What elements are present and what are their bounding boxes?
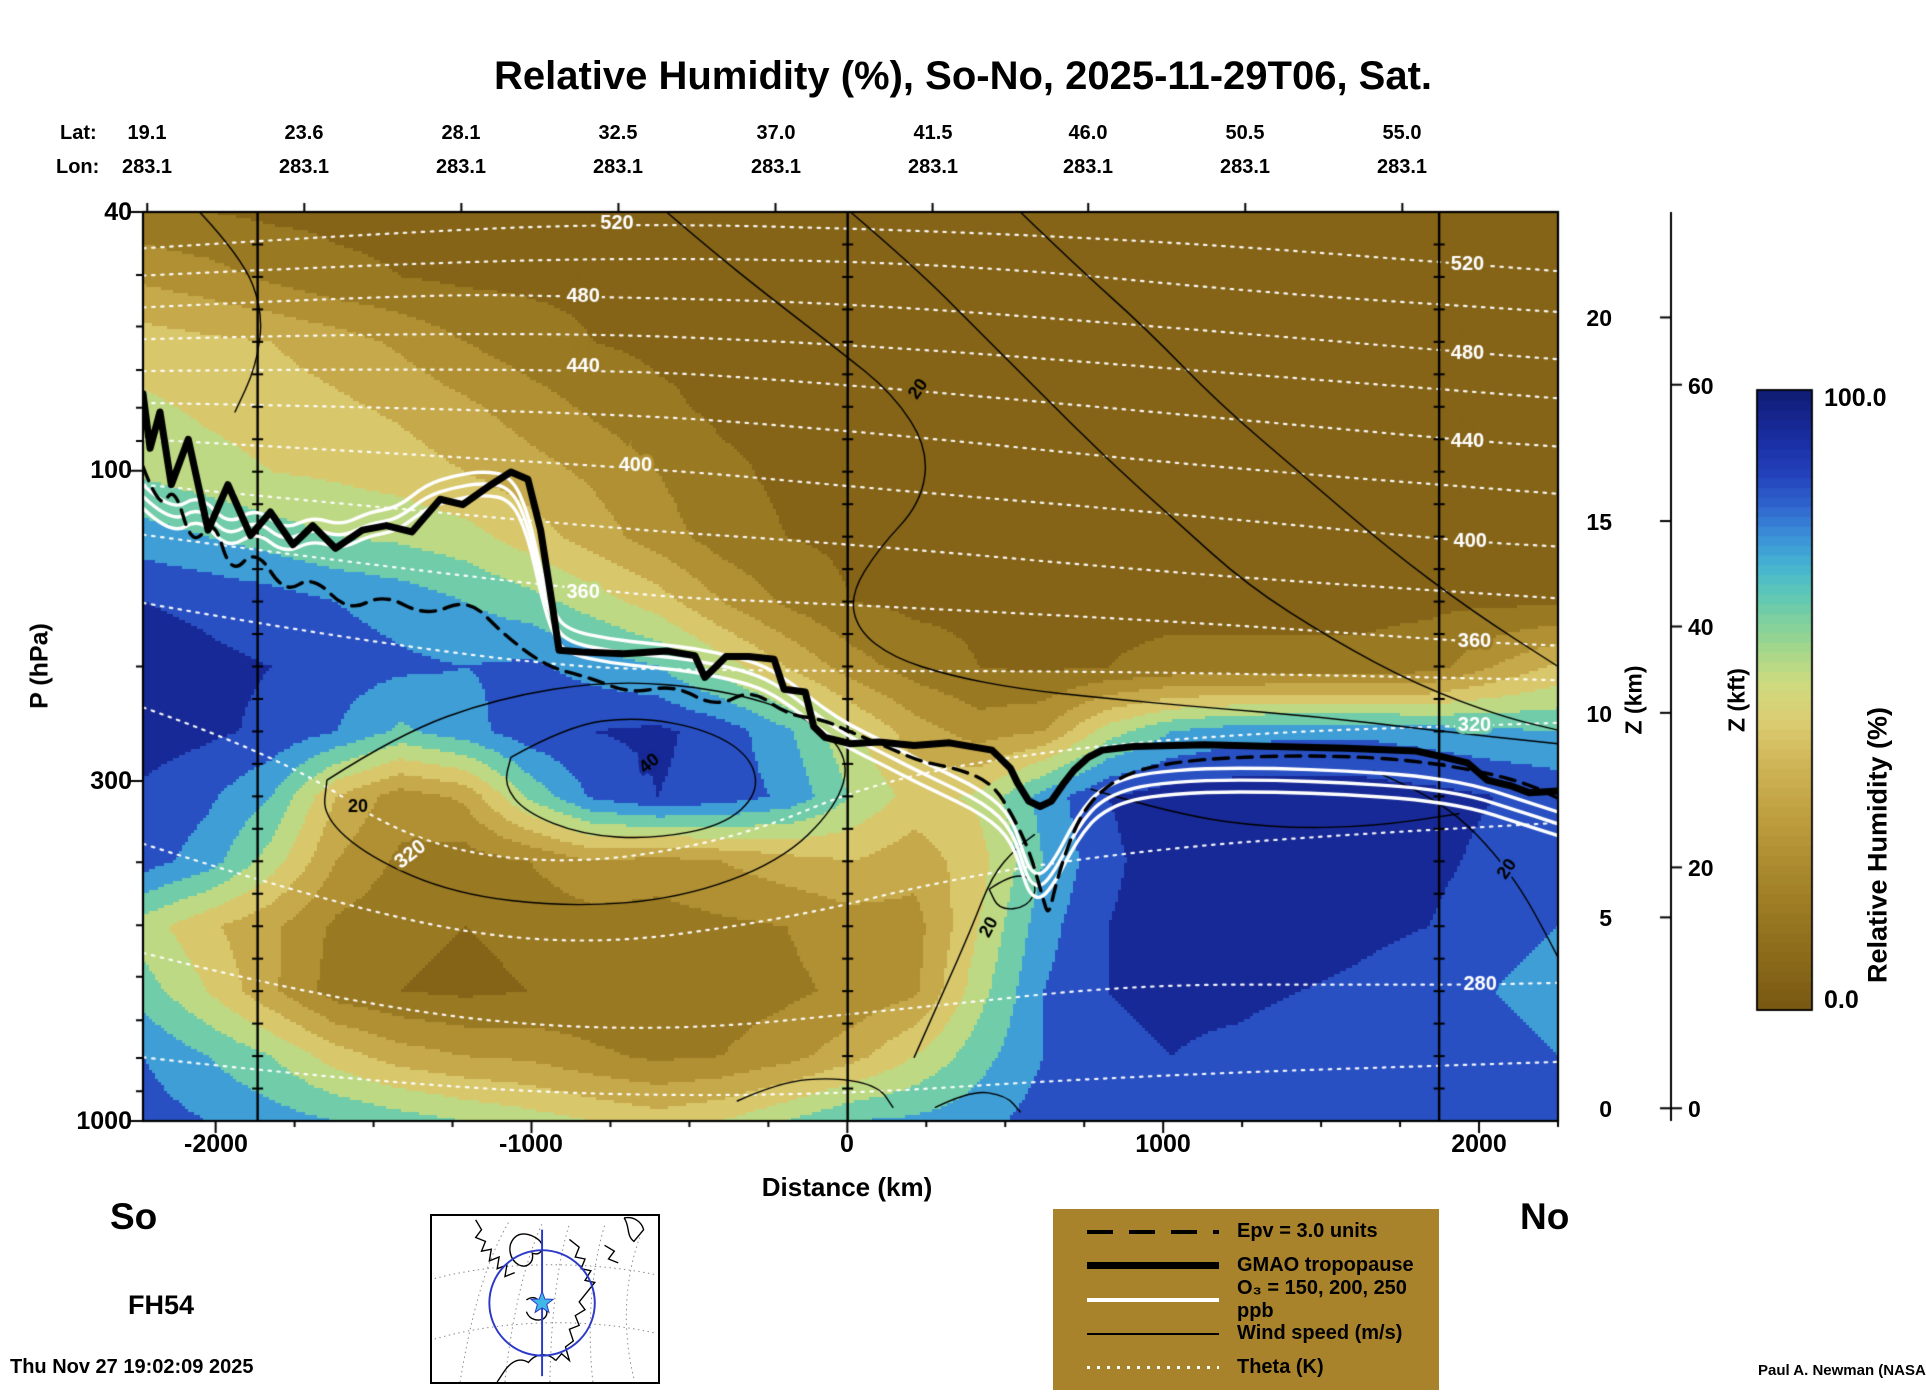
colorbar-title: Relative Humidity (%) <box>1862 706 1893 984</box>
location-inset-map <box>430 1214 660 1384</box>
distance-tick: -1000 <box>499 1130 563 1158</box>
endpoint-end-label: No <box>1520 1196 1570 1237</box>
legend-label-wind: Wind speed (m/s) <box>1237 1322 1403 1344</box>
legend-line-ozone <box>1087 1297 1219 1302</box>
zkft-axis-label: Z (kft) <box>1723 668 1750 732</box>
legend: Epv = 3.0 units GMAO tropopause O₃ = 150… <box>1053 1209 1439 1390</box>
lon-tick: 283.1 <box>1062 156 1114 178</box>
lon-tick: 283.1 <box>592 156 644 178</box>
map-coastlines <box>474 1216 645 1383</box>
map-range-circle <box>488 1249 596 1357</box>
legend-label-theta: Theta (K) <box>1237 1356 1324 1378</box>
lon-axis-label: Lon: <box>56 156 100 178</box>
lon-tick: 283.1 <box>278 156 330 178</box>
legend-line-wind <box>1087 1332 1219 1335</box>
lon-tick: 283.1 <box>750 156 802 178</box>
pressure-tick: 1000 <box>76 1107 132 1135</box>
legend-label-ozone: O₃ = 150, 200, 250 ppb <box>1237 1276 1407 1322</box>
legend-line-tropopause <box>1087 1262 1219 1269</box>
lon-tick: 283.1 <box>435 156 487 178</box>
credit-text: Paul A. Newman (NASA <box>1758 1362 1926 1379</box>
zkft-tick: 60 <box>1688 373 1714 399</box>
legend-line-epv <box>1087 1229 1219 1234</box>
lon-tick: 283.1 <box>1219 156 1271 178</box>
forecast-hour-label: FH54 <box>128 1290 195 1320</box>
zkft-tick: 20 <box>1688 855 1714 881</box>
zkm-axis-label: Z (km) <box>1620 665 1647 735</box>
pressure-tick: 300 <box>90 767 132 795</box>
lat-tick: 23.6 <box>284 122 324 144</box>
lat-tick: 50.5 <box>1225 122 1265 144</box>
zkm-tick: 15 <box>1586 509 1612 535</box>
legend-item-wind: Wind speed (m/s) <box>1053 1317 1439 1351</box>
lon-tick: 283.1 <box>1376 156 1428 178</box>
lat-tick: 32.5 <box>598 122 638 144</box>
colorbar-min-label: 0.0 <box>1824 986 1859 1014</box>
pressure-tick: 40 <box>104 198 132 226</box>
zkm-tick: 20 <box>1586 305 1612 331</box>
lat-tick: 55.0 <box>1382 122 1422 144</box>
lon-tick: 283.1 <box>121 156 173 178</box>
legend-item-epv: Epv = 3.0 units <box>1053 1215 1439 1249</box>
page-title: Relative Humidity (%), So-No, 2025-11-29… <box>493 54 1433 98</box>
colorbar-max-label: 100.0 <box>1824 384 1887 412</box>
map-graticule <box>434 1221 656 1383</box>
run-timestamp: Thu Nov 27 19:02:09 2025 <box>10 1356 254 1378</box>
distance-tick: -2000 <box>184 1130 248 1158</box>
inset-map-svg <box>434 1216 656 1383</box>
zkm-tick: 0 <box>1599 1096 1612 1122</box>
lat-axis-label: Lat: <box>60 122 97 144</box>
lat-tick: 41.5 <box>913 122 953 144</box>
legend-label-epv: Epv = 3.0 units <box>1237 1220 1378 1242</box>
legend-item-theta: Theta (K) <box>1053 1351 1439 1385</box>
lat-tick: 46.0 <box>1068 122 1108 144</box>
distance-tick: 1000 <box>1135 1130 1191 1158</box>
legend-line-theta <box>1087 1366 1219 1369</box>
pressure-tick: 100 <box>90 456 132 484</box>
pressure-axis-label: P (hPa) <box>25 623 54 709</box>
zkft-tick: 0 <box>1688 1096 1701 1122</box>
zkm-tick: 5 <box>1599 905 1612 931</box>
lat-tick: 37.0 <box>756 122 796 144</box>
location-star-icon <box>529 1289 555 1314</box>
zkm-tick: 10 <box>1586 701 1612 727</box>
lon-tick: 283.1 <box>907 156 959 178</box>
legend-item-tropopause: GMAO tropopause <box>1053 1249 1439 1283</box>
lat-tick: 28.1 <box>441 122 481 144</box>
zkft-tick: 40 <box>1688 614 1714 640</box>
lat-tick: 19.1 <box>127 122 167 144</box>
legend-label-tropopause: GMAO tropopause <box>1237 1254 1414 1276</box>
endpoint-start-label: So <box>110 1196 158 1237</box>
distance-tick: 2000 <box>1451 1130 1507 1158</box>
legend-item-ozone: O₃ = 150, 200, 250 ppb <box>1053 1277 1439 1322</box>
distance-tick: 0 <box>840 1130 854 1158</box>
distance-axis-label: Distance (km) <box>761 1172 933 1202</box>
